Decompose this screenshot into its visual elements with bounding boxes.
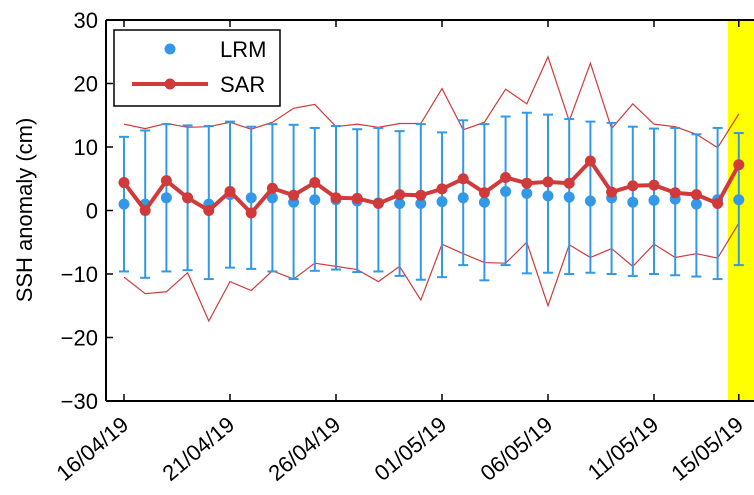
lrm-point <box>415 198 427 210</box>
sar-point <box>521 177 533 189</box>
legend-lrm-label: LRM <box>220 37 266 62</box>
lrm-point <box>563 191 575 203</box>
lrm-point <box>478 196 490 208</box>
sar-point <box>309 177 321 189</box>
lrm-point <box>542 190 554 202</box>
lrm-point <box>690 198 702 210</box>
sar-point <box>542 176 554 188</box>
sar-point <box>690 189 702 201</box>
lrm-point <box>521 187 533 199</box>
sar-point <box>245 207 257 219</box>
lrm-point <box>627 196 639 208</box>
lrm-point <box>457 192 469 204</box>
sar-line-layer <box>118 155 745 219</box>
sar-point <box>394 189 406 201</box>
legend-sar-label: SAR <box>220 72 265 97</box>
sar-point <box>160 175 172 187</box>
sar-point <box>415 189 427 201</box>
sar-point <box>139 205 151 216</box>
sar-point <box>733 159 745 171</box>
y-tick-label: −30 <box>61 389 98 414</box>
sar-point <box>500 171 512 183</box>
legend-box <box>113 29 281 107</box>
sar-point <box>478 187 490 199</box>
legend-sar-marker <box>164 78 176 90</box>
highlight-layer <box>727 20 754 401</box>
lrm-point <box>584 195 596 207</box>
lrm-point <box>648 194 660 206</box>
lrm-point <box>394 198 406 210</box>
legend-lrm-marker <box>164 43 176 55</box>
sar-point <box>372 198 384 210</box>
lrm-point <box>118 198 130 210</box>
sar-point <box>669 187 681 199</box>
y-tick-label: 20 <box>74 72 98 97</box>
sar-point <box>606 186 618 198</box>
lrm-point <box>500 185 512 197</box>
sar-point <box>203 205 215 216</box>
sar-point <box>648 179 660 191</box>
lrm-point <box>266 192 278 204</box>
sar-envelope-layer <box>123 55 740 323</box>
legend: LRM SAR <box>113 29 281 107</box>
y-axis-label: SSH anomaly (cm) <box>12 118 37 303</box>
sar-point <box>627 180 639 192</box>
sar-point <box>584 155 596 167</box>
sar-point <box>563 177 575 189</box>
y-tick-label: −10 <box>61 262 98 287</box>
sar-point <box>224 185 236 197</box>
y-tick-label: 30 <box>74 8 98 33</box>
y-tick-label: 10 <box>74 135 98 160</box>
y-tick-label: 0 <box>86 199 98 224</box>
sar-point <box>288 189 300 201</box>
sar-point <box>118 177 130 189</box>
lrm-point <box>245 192 257 204</box>
sar-point <box>712 198 724 210</box>
sar-lower-envelope <box>123 222 740 323</box>
sar-point <box>182 192 194 204</box>
sar-point <box>266 182 278 194</box>
sar-point <box>330 192 342 204</box>
sar-upper-envelope <box>123 55 740 149</box>
lrm-point <box>160 192 172 204</box>
sar-point <box>436 183 448 195</box>
y-tick-label: −20 <box>61 326 98 351</box>
lrm-point <box>436 196 448 208</box>
lrm-point <box>733 194 745 206</box>
sar-point <box>457 173 469 185</box>
highlight-band <box>727 20 754 401</box>
lrm-point <box>309 194 321 206</box>
sar-point <box>351 192 363 204</box>
